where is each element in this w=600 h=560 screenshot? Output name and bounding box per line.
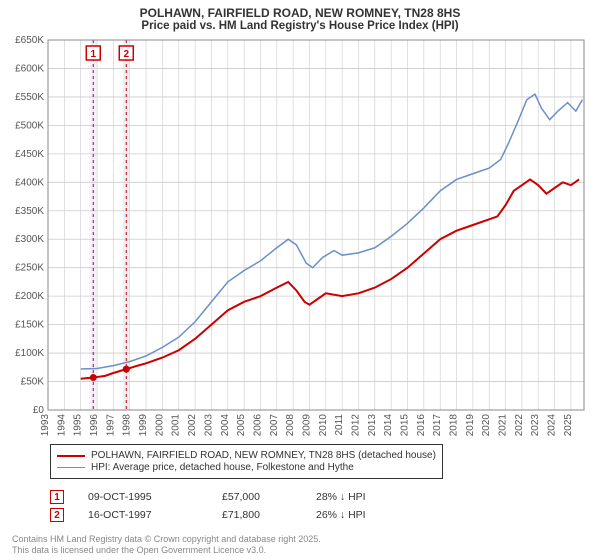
sale-date: 16-OCT-1997	[88, 509, 198, 521]
y-tick-label: £150K	[15, 320, 44, 331]
footer: Contains HM Land Registry data © Crown c…	[12, 534, 321, 556]
x-tick-label: 2024	[547, 414, 558, 437]
y-tick-label: £350K	[15, 206, 44, 217]
series-hpi	[81, 94, 583, 369]
x-tick-label: 2014	[383, 414, 394, 437]
x-tick-label: 2004	[220, 414, 231, 437]
y-tick-label: £200K	[15, 291, 44, 302]
x-tick-label: 2015	[400, 414, 411, 437]
legend-swatch	[57, 467, 85, 468]
x-tick-label: 2025	[563, 414, 574, 437]
x-tick-label: 1994	[56, 414, 67, 437]
x-tick-label: 2003	[203, 414, 214, 437]
x-tick-label: 1995	[73, 414, 84, 437]
legend-swatch	[57, 455, 85, 457]
x-tick-label: 1993	[40, 414, 51, 437]
sale-price: £57,000	[222, 491, 292, 503]
series-price_paid	[81, 179, 579, 378]
footer-line2: This data is licensed under the Open Gov…	[12, 545, 321, 556]
x-tick-label: 2012	[350, 414, 361, 437]
x-tick-label: 2006	[252, 414, 263, 437]
sale-delta: 26% ↓ HPI	[316, 509, 386, 521]
y-tick-label: £300K	[15, 234, 44, 245]
x-tick-label: 2017	[432, 414, 443, 437]
y-tick-label: £250K	[15, 263, 44, 274]
sale-dot	[123, 366, 130, 373]
x-tick-label: 1996	[89, 414, 100, 437]
sale-marker: 2	[50, 508, 64, 522]
sale-marker: 1	[50, 490, 64, 504]
x-tick-label: 2009	[301, 414, 312, 437]
sale-dot	[90, 374, 97, 381]
x-tick-label: 2005	[236, 414, 247, 437]
x-tick-label: 2007	[269, 414, 280, 437]
sale-delta: 28% ↓ HPI	[316, 491, 386, 503]
x-tick-label: 2021	[498, 414, 509, 437]
legend-label: HPI: Average price, detached house, Folk…	[91, 462, 354, 473]
x-tick-label: 2001	[171, 414, 182, 437]
x-tick-label: 2019	[465, 414, 476, 437]
chart-container: POLHAWN, FAIRFIELD ROAD, NEW ROMNEY, TN2…	[0, 0, 600, 560]
x-tick-label: 1999	[138, 414, 149, 437]
x-tick-label: 2022	[514, 414, 525, 437]
x-tick-label: 1998	[122, 414, 133, 437]
x-tick-label: 2020	[481, 414, 492, 437]
x-tick-label: 2013	[367, 414, 378, 437]
marker-label: 2	[123, 49, 129, 60]
y-tick-label: £500K	[15, 120, 44, 131]
sale-price: £71,800	[222, 509, 292, 521]
sale-row: 2 16-OCT-1997 £71,800 26% ↓ HPI	[50, 508, 386, 522]
y-tick-label: £550K	[15, 92, 44, 103]
y-tick-label: £450K	[15, 149, 44, 160]
x-tick-label: 2002	[187, 414, 198, 437]
sale-date: 09-OCT-1995	[88, 491, 198, 503]
x-tick-label: 2023	[530, 414, 541, 437]
legend-row: POLHAWN, FAIRFIELD ROAD, NEW ROMNEY, TN2…	[57, 450, 436, 461]
x-tick-label: 2008	[285, 414, 296, 437]
sale-data-table: 1 09-OCT-1995 £57,000 28% ↓ HPI 2 16-OCT-1997…	[50, 486, 386, 526]
x-tick-label: 1997	[105, 414, 116, 437]
y-tick-label: £400K	[15, 177, 44, 188]
y-tick-label: £50K	[21, 377, 45, 388]
x-tick-label: 2000	[154, 414, 165, 437]
y-tick-label: £600K	[15, 63, 44, 74]
x-tick-label: 2016	[416, 414, 427, 437]
marker-label: 1	[90, 49, 96, 60]
legend-label: POLHAWN, FAIRFIELD ROAD, NEW ROMNEY, TN2…	[91, 450, 436, 461]
sale-row: 1 09-OCT-1995 £57,000 28% ↓ HPI	[50, 490, 386, 504]
x-tick-label: 2018	[449, 414, 460, 437]
y-tick-label: £100K	[15, 348, 44, 359]
footer-line1: Contains HM Land Registry data © Crown c…	[12, 534, 321, 545]
x-tick-label: 2011	[334, 414, 345, 436]
y-tick-label: £650K	[15, 35, 44, 46]
x-tick-label: 2010	[318, 414, 329, 437]
legend: POLHAWN, FAIRFIELD ROAD, NEW ROMNEY, TN2…	[50, 444, 443, 479]
legend-row: HPI: Average price, detached house, Folk…	[57, 462, 436, 473]
